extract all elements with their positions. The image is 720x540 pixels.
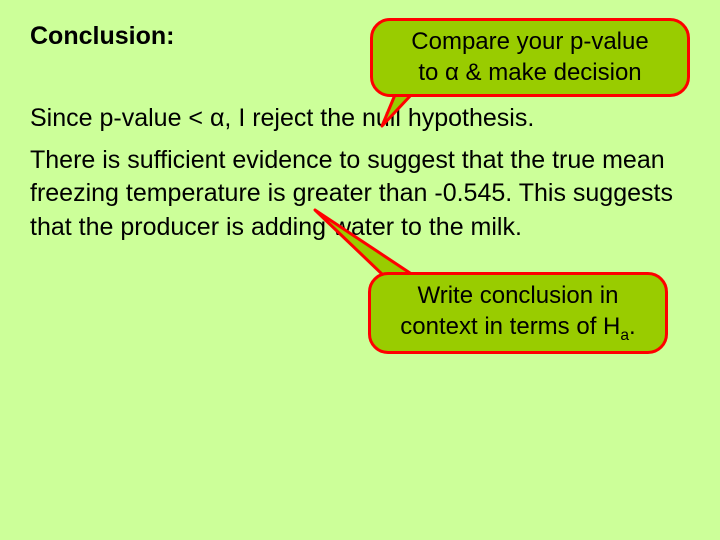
callout-bottom-sub: a (620, 327, 629, 344)
callout-bottom-line1: Write conclusion in (418, 282, 619, 309)
p1-pre: Since p-value < (30, 104, 210, 132)
callout-top-line1: Compare your p-value (411, 28, 648, 55)
p1-post: , I reject the null hypothesis. (224, 104, 534, 132)
callout-bottom-line2-pre: context in terms of H (400, 313, 620, 340)
callout-bottom-line2-post: . (629, 313, 636, 340)
alpha-symbol: α (210, 104, 224, 132)
heading: Conclusion: (30, 20, 174, 54)
callout-compare: Compare your p-value to α & make decisio… (370, 18, 690, 97)
callout-write-conclusion: Write conclusion in context in terms of … (368, 272, 668, 354)
callout-top-line2-post: & make decision (459, 59, 642, 86)
callout-top-line2-pre: to (418, 59, 445, 86)
callout-top-alpha: α (445, 59, 459, 86)
paragraph-decision: Since p-value < α, I reject the null hyp… (30, 102, 690, 136)
